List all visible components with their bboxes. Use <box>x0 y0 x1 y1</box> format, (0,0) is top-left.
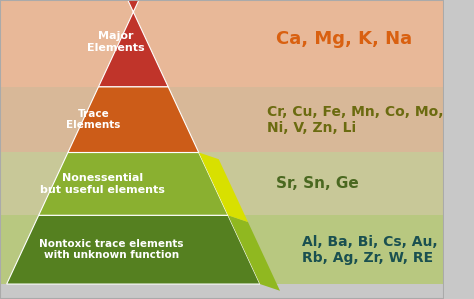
Polygon shape <box>199 152 248 222</box>
Text: Nontoxic trace elements
with unknown function: Nontoxic trace elements with unknown fun… <box>39 239 183 260</box>
Bar <box>0 0 445 87</box>
Polygon shape <box>99 0 168 87</box>
Text: Trace
Elements: Trace Elements <box>66 109 120 130</box>
Polygon shape <box>39 152 228 215</box>
Polygon shape <box>228 215 280 291</box>
Text: Al, Ba, Bi, Cs, Au,
Rb, Ag, Zr, W, RE: Al, Ba, Bi, Cs, Au, Rb, Ag, Zr, W, RE <box>302 234 438 265</box>
Text: Major
Elements: Major Elements <box>87 31 145 53</box>
Text: Cr, Cu, Fe, Mn, Co, Mo,
Ni, V, Zn, Li: Cr, Cu, Fe, Mn, Co, Mo, Ni, V, Zn, Li <box>267 104 443 135</box>
Bar <box>0 152 445 215</box>
Polygon shape <box>7 215 260 284</box>
Bar <box>0 215 445 284</box>
Text: Ca, Mg, K, Na: Ca, Mg, K, Na <box>275 30 412 48</box>
Polygon shape <box>68 87 199 152</box>
Bar <box>0 87 445 152</box>
Text: Nonessential
but useful elements: Nonessential but useful elements <box>40 173 164 195</box>
Text: Sr, Sn, Ge: Sr, Sn, Ge <box>275 176 358 191</box>
